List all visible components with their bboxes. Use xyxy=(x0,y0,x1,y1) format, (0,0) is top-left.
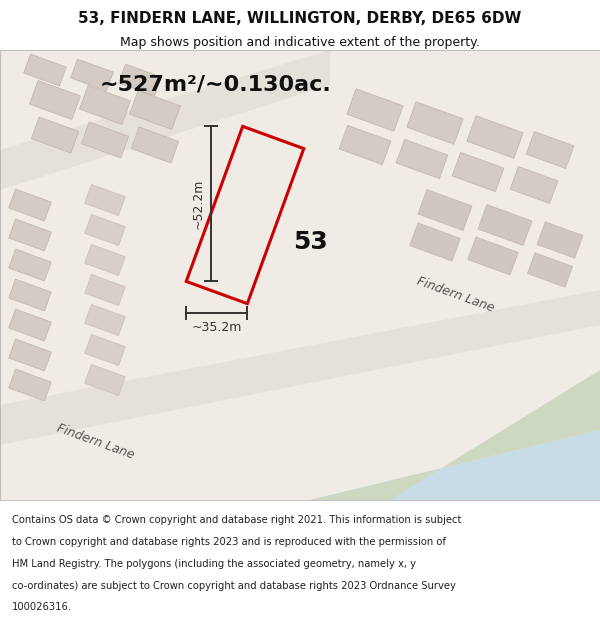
Text: ~35.2m: ~35.2m xyxy=(191,321,242,334)
Polygon shape xyxy=(347,89,403,131)
Polygon shape xyxy=(29,81,80,119)
Text: Map shows position and indicative extent of the property.: Map shows position and indicative extent… xyxy=(120,36,480,49)
Polygon shape xyxy=(310,370,600,500)
Polygon shape xyxy=(131,127,179,163)
Polygon shape xyxy=(85,184,125,216)
Polygon shape xyxy=(407,102,463,144)
Text: 100026316.: 100026316. xyxy=(12,602,72,612)
Polygon shape xyxy=(478,204,532,246)
Text: HM Land Registry. The polygons (including the associated geometry, namely x, y: HM Land Registry. The polygons (includin… xyxy=(12,559,416,569)
Polygon shape xyxy=(85,334,125,366)
Polygon shape xyxy=(452,152,504,192)
Polygon shape xyxy=(9,219,51,251)
Polygon shape xyxy=(410,223,460,261)
Text: ~52.2m: ~52.2m xyxy=(191,179,205,229)
Polygon shape xyxy=(0,290,600,445)
Text: ~527m²/~0.130ac.: ~527m²/~0.130ac. xyxy=(99,75,331,95)
Polygon shape xyxy=(468,237,518,275)
Polygon shape xyxy=(9,279,51,311)
Polygon shape xyxy=(85,244,125,276)
Polygon shape xyxy=(9,309,51,341)
Polygon shape xyxy=(24,54,66,86)
Polygon shape xyxy=(0,50,330,190)
Polygon shape xyxy=(396,139,448,179)
Text: Contains OS data © Crown copyright and database right 2021. This information is : Contains OS data © Crown copyright and d… xyxy=(12,515,461,525)
Polygon shape xyxy=(82,122,128,158)
Polygon shape xyxy=(418,189,472,231)
Text: Findern Lane: Findern Lane xyxy=(415,275,496,315)
Polygon shape xyxy=(537,222,583,258)
Text: Findern Lane: Findern Lane xyxy=(55,422,136,462)
Polygon shape xyxy=(85,214,125,246)
Text: 53, FINDERN LANE, WILLINGTON, DERBY, DE65 6DW: 53, FINDERN LANE, WILLINGTON, DERBY, DE6… xyxy=(79,11,521,26)
Polygon shape xyxy=(80,86,130,124)
Polygon shape xyxy=(510,166,558,204)
Text: to Crown copyright and database rights 2023 and is reproduced with the permissio: to Crown copyright and database rights 2… xyxy=(12,537,446,547)
Polygon shape xyxy=(85,274,125,306)
Polygon shape xyxy=(9,189,51,221)
Polygon shape xyxy=(71,59,113,91)
Polygon shape xyxy=(85,304,125,336)
Text: 53: 53 xyxy=(293,230,328,254)
Polygon shape xyxy=(339,126,391,164)
Polygon shape xyxy=(310,430,600,500)
Polygon shape xyxy=(31,117,79,153)
Polygon shape xyxy=(9,249,51,281)
Polygon shape xyxy=(527,253,572,287)
Polygon shape xyxy=(526,131,574,169)
Polygon shape xyxy=(9,339,51,371)
Polygon shape xyxy=(130,91,181,129)
Text: co-ordinates) are subject to Crown copyright and database rights 2023 Ordnance S: co-ordinates) are subject to Crown copyr… xyxy=(12,581,456,591)
Polygon shape xyxy=(119,64,161,96)
Polygon shape xyxy=(85,364,125,396)
Polygon shape xyxy=(467,116,523,158)
Polygon shape xyxy=(9,369,51,401)
